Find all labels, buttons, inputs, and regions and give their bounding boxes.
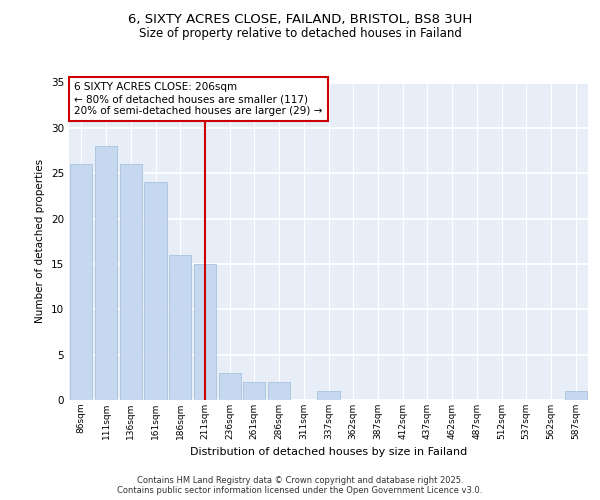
Text: 6 SIXTY ACRES CLOSE: 206sqm
← 80% of detached houses are smaller (117)
20% of se: 6 SIXTY ACRES CLOSE: 206sqm ← 80% of det…: [74, 82, 323, 116]
Bar: [95, 146, 117, 400]
Bar: [218, 373, 241, 400]
Bar: [145, 182, 167, 400]
Bar: [169, 255, 191, 400]
X-axis label: Distribution of detached houses by size in Failand: Distribution of detached houses by size …: [190, 448, 467, 458]
Bar: [70, 164, 92, 400]
Bar: [317, 391, 340, 400]
Y-axis label: Number of detached properties: Number of detached properties: [35, 159, 46, 324]
Bar: [243, 382, 265, 400]
Text: 6, SIXTY ACRES CLOSE, FAILAND, BRISTOL, BS8 3UH: 6, SIXTY ACRES CLOSE, FAILAND, BRISTOL, …: [128, 12, 472, 26]
Bar: [119, 164, 142, 400]
Text: Size of property relative to detached houses in Failand: Size of property relative to detached ho…: [139, 28, 461, 40]
Text: Contains HM Land Registry data © Crown copyright and database right 2025.
Contai: Contains HM Land Registry data © Crown c…: [118, 476, 482, 495]
Bar: [194, 264, 216, 400]
Bar: [268, 382, 290, 400]
Bar: [565, 391, 587, 400]
